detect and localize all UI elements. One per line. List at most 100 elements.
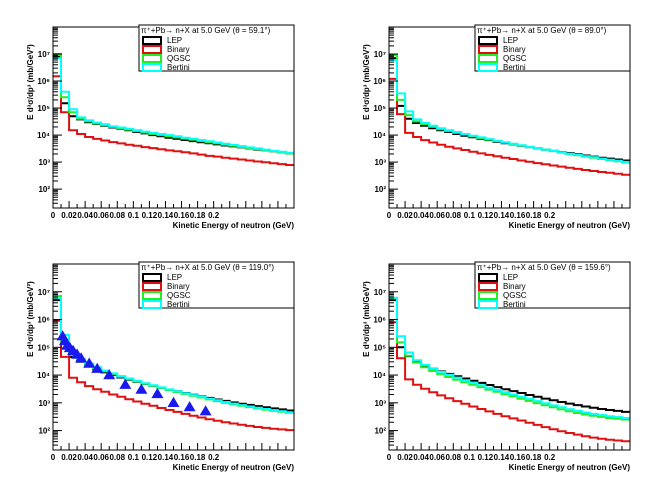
y-tick-label: 10⁷ [38,288,50,297]
x-tick-label: 0.02 [397,211,413,220]
data-point [167,396,180,407]
x-tick-label: 0 [51,453,56,462]
legend-swatch-bertini [142,63,162,72]
x-tick-label: 0 [51,211,56,220]
series-binary-line [389,77,630,176]
chart-panel-2: 0 0.02 0.04 0.06 0.08 0.1 0.12 0.14 0.16 0.18 0.2 1… [362,24,631,230]
legend-box [474,261,631,309]
legend-swatch-lep [478,36,498,45]
x-tick-label: 0.04 [77,211,93,220]
x-tick-label: 0.18 [526,211,542,220]
series-binary-line [53,319,294,432]
legend-swatch-qgsc [478,54,498,63]
legend-swatch-bertini [142,300,162,309]
legend-box [474,24,631,72]
data-point [199,405,212,416]
series-bertini-line [389,296,630,419]
x-tick-label: 0.04 [413,211,429,220]
y-tick-label: 10³ [38,158,50,167]
legend-swatch-bertini [478,300,498,309]
x-tick-label: 0.04 [413,453,429,462]
y-tick-label: 10³ [374,158,386,167]
y-tick-label: 10² [374,185,386,194]
x-tick-label: 0.06 [93,453,109,462]
series-bertini-line [53,57,294,154]
x-tick-label: 0.08 [109,453,125,462]
data-point [135,383,148,394]
data-point [91,362,104,373]
legend-label-qgsc: QGSC [503,291,527,300]
y-axis-title: E d³σ/dp³ (mb/GeV²) [26,281,35,357]
x-tick-label: 0.16 [174,211,190,220]
y-axis-title: E d³σ/dp³ (mb/GeV²) [362,44,371,120]
x-tick-label: 0.02 [61,211,77,220]
x-tick-label: 0.2 [544,211,556,220]
y-tick-label: 10⁶ [373,316,386,325]
plot-area [53,295,294,432]
x-tick-label: 0.14 [158,453,174,462]
y-axis-title: E d³σ/dp³ (mb/GeV²) [362,281,371,357]
legend-label-binary: Binary [167,282,190,291]
y-tick-label: 10⁵ [373,104,386,113]
x-axis-title: Kinetic Energy of neutron (GeV) [509,221,631,230]
x-tick-label: 0.12 [478,211,494,220]
legend-label-qgsc: QGSC [167,291,191,300]
series-qgsc-line [389,296,630,421]
data-point [75,352,88,363]
legend-title: π⁺+Pb→ n+X at 5.0 GeV (θ = 59.1°) [141,26,271,35]
x-tick-label: 0.16 [174,453,190,462]
legend-label-qgsc: QGSC [167,54,191,63]
legend-label-bertini: Bertini [167,63,190,72]
y-tick-label: 10⁷ [374,50,386,59]
legend-swatch-binary [478,45,498,54]
legend-label-binary: Binary [503,282,526,291]
x-tick-label: 0.14 [158,211,174,220]
x-tick-label: 0.1 [464,211,476,220]
x-tick-label: 0.1 [464,453,476,462]
data-point [119,378,132,389]
y-tick-label: 10⁵ [37,343,50,352]
legend-swatch-lep [142,273,162,282]
x-axis-title: Kinetic Energy of neutron (GeV) [173,221,295,230]
legend-label-lep: LEP [167,273,182,282]
legend-swatch-binary [142,282,162,291]
y-tick-label: 10⁴ [373,131,386,140]
y-tick-label: 10⁵ [373,343,386,352]
legend-title: π⁺+Pb→ n+X at 5.0 GeV (θ = 119.0°) [141,263,274,272]
legend-swatch-binary [478,282,498,291]
legend-label-lep: LEP [503,273,518,282]
x-tick-label: 0.06 [429,211,445,220]
x-tick-label: 0.14 [494,211,510,220]
legend-swatch-lep [478,273,498,282]
x-tick-label: 0.2 [208,211,220,220]
legend-box [138,24,295,72]
plot-area [389,296,630,443]
x-tick-label: 0.2 [208,453,220,462]
data-point [151,387,164,399]
y-tick-label: 10⁷ [374,288,386,297]
x-tick-label: 0.1 [128,211,140,220]
x-tick-label: 0.18 [190,211,206,220]
plot-area [53,53,294,166]
x-tick-label: 0.04 [77,453,93,462]
x-tick-label: 0.02 [61,453,77,462]
chart-panel-1: 0 0.02 0.04 0.06 0.08 0.1 0.12 0.14 0.16 0.18 0.2 1… [26,24,295,230]
legend-swatch-qgsc [142,54,162,63]
x-tick-label: 0.14 [494,453,510,462]
x-tick-label: 0.06 [429,453,445,462]
x-tick-label: 0.16 [510,453,526,462]
legend-swatch-bertini [478,63,498,72]
legend-swatch-qgsc [478,291,498,300]
y-tick-label: 10² [38,185,50,194]
legend-label-bertini: Bertini [167,300,190,309]
legend-title: π⁺+Pb→ n+X at 5.0 GeV (θ = 89.0°) [477,26,607,35]
y-tick-label: 10³ [38,399,50,408]
legend-label-binary: Binary [167,45,190,54]
chart-panel-4: 0 0.02 0.04 0.06 0.08 0.1 0.12 0.14 0.16 0.18 0.2 1… [362,261,631,472]
y-tick-label: 10³ [374,399,386,408]
legend-label-qgsc: QGSC [503,54,527,63]
data-point [103,369,116,380]
series-lep-line [53,299,294,412]
legend-label-lep: LEP [503,36,518,45]
